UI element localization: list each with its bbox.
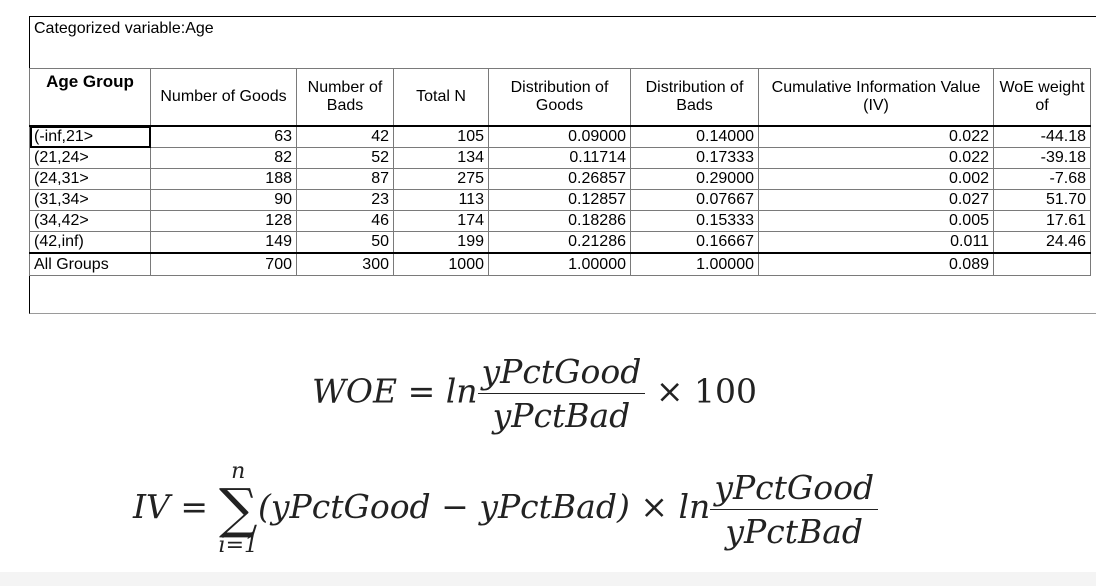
row-label[interactable]: (31,34> [29, 189, 151, 211]
table-cell[interactable]: -44.18 [993, 125, 1091, 148]
row-label[interactable]: (-inf,21> [29, 125, 151, 148]
summation: n ∑ i=1 [219, 460, 258, 558]
table-cell[interactable]: 134 [393, 147, 489, 169]
table-cell[interactable] [993, 252, 1091, 276]
table-cell[interactable]: 113 [393, 189, 489, 211]
woe-table: Age Group Number of Goods Number of Bads… [29, 68, 1091, 276]
woe-factor: 100 [694, 371, 757, 411]
table-cell[interactable]: 188 [150, 168, 297, 190]
table-cell[interactable]: 51.70 [993, 189, 1091, 211]
table-cell[interactable]: 0.089 [758, 252, 994, 276]
table-cell[interactable]: 0.09000 [488, 125, 631, 148]
table-cell[interactable]: 149 [150, 231, 297, 254]
iv-term: (yPctGood − yPctBad) [258, 487, 630, 526]
col-header-number-of-goods[interactable]: Number of Goods [150, 68, 297, 127]
iv-ln: ln [678, 487, 711, 526]
table-cell[interactable]: 23 [296, 189, 394, 211]
table-cell[interactable]: 0.21286 [488, 231, 631, 254]
table-cell[interactable]: 174 [393, 210, 489, 232]
table-cell[interactable]: 42 [296, 125, 394, 148]
table-row: (31,34> 90 23 113 0.12857 0.07667 0.027 … [29, 189, 1091, 211]
table-cell[interactable]: 87 [296, 168, 394, 190]
iv-lhs: IV [133, 487, 170, 526]
iv-numerator: yPctGood [710, 468, 879, 510]
table-cell[interactable]: 105 [393, 125, 489, 148]
row-label[interactable]: (24,31> [29, 168, 151, 190]
table-cell[interactable]: 46 [296, 210, 394, 232]
table-cell[interactable]: 0.29000 [630, 168, 759, 190]
table-row: (42,inf) 149 50 199 0.21286 0.16667 0.01… [29, 231, 1091, 254]
table-cell[interactable]: 82 [150, 147, 297, 169]
table-cell[interactable]: 52 [296, 147, 394, 169]
woe-denominator: yPctBad [492, 396, 631, 435]
col-header-distribution-goods[interactable]: Distribution of Goods [488, 68, 631, 127]
table-cell[interactable]: 17.61 [993, 210, 1091, 232]
woe-ln: ln [445, 371, 478, 411]
table-cell[interactable]: 128 [150, 210, 297, 232]
table-row: (-inf,21> 63 42 105 0.09000 0.14000 0.02… [29, 125, 1091, 148]
row-label[interactable]: (21,24> [29, 147, 151, 169]
table-cell[interactable]: 0.022 [758, 125, 994, 148]
table-cell[interactable]: 199 [393, 231, 489, 254]
table-cell[interactable]: -7.68 [993, 168, 1091, 190]
iv-formula: IV = n ∑ i=1 (yPctGood − yPctBad) × ln yPctG… [133, 460, 879, 558]
table-cell[interactable]: 0.17333 [630, 147, 759, 169]
table-cell[interactable]: 1.00000 [630, 252, 759, 276]
table-cell[interactable]: 0.005 [758, 210, 994, 232]
table-cell[interactable]: 0.11714 [488, 147, 631, 169]
iv-times: × [640, 487, 668, 526]
table-cell[interactable]: 700 [150, 252, 297, 276]
grid-caption: Categorized variable:Age [34, 20, 214, 37]
col-header-age-group[interactable]: Age Group [29, 68, 151, 127]
table-cell[interactable]: 0.011 [758, 231, 994, 254]
table-cell[interactable]: 300 [296, 252, 394, 276]
sum-upper-limit: n [231, 459, 246, 484]
table-cell[interactable]: 90 [150, 189, 297, 211]
table-cell[interactable]: 0.15333 [630, 210, 759, 232]
sum-lower-limit: i=1 [218, 533, 258, 558]
iv-equals: = [180, 487, 209, 526]
table-cell[interactable]: 0.002 [758, 168, 994, 190]
header-row: Age Group Number of Goods Number of Bads… [29, 68, 1091, 127]
col-header-number-of-bads[interactable]: Number of Bads [296, 68, 394, 127]
table-cell[interactable]: 24.46 [993, 231, 1091, 254]
table-cell[interactable]: 1.00000 [488, 252, 631, 276]
table-cell[interactable]: 0.12857 [488, 189, 631, 211]
col-header-cumulative-iv[interactable]: Cumulative Information Value (IV) [758, 68, 994, 127]
iv-fraction: yPctGood yPctBad [710, 468, 879, 551]
col-header-distribution-bads[interactable]: Distribution of Bads [630, 68, 759, 127]
col-header-woe[interactable]: WoE weight of [993, 68, 1091, 127]
table-cell[interactable]: 1000 [393, 252, 489, 276]
woe-times: × [655, 371, 684, 411]
sigma-symbol: ∑ [218, 477, 258, 540]
woe-numerator: yPctGood [477, 352, 646, 394]
col-header-total-n[interactable]: Total N [393, 68, 489, 127]
table-cell[interactable]: 63 [150, 125, 297, 148]
row-label[interactable]: (42,inf) [29, 231, 151, 254]
woe-lhs: WOE [312, 371, 398, 411]
table-cell[interactable]: 50 [296, 231, 394, 254]
table-cell[interactable]: 275 [393, 168, 489, 190]
table-cell[interactable]: 0.26857 [488, 168, 631, 190]
table-cell[interactable]: 0.027 [758, 189, 994, 211]
table-row: (21,24> 82 52 134 0.11714 0.17333 0.022 … [29, 147, 1091, 169]
woe-equals: = [407, 371, 436, 411]
table-row: (24,31> 188 87 275 0.26857 0.29000 0.002… [29, 168, 1091, 190]
woe-fraction: yPctGood yPctBad [477, 352, 646, 435]
table-cell[interactable]: 0.16667 [630, 231, 759, 254]
table-cell[interactable]: 0.07667 [630, 189, 759, 211]
bottom-strip [0, 572, 1096, 586]
table-cell[interactable]: 0.18286 [488, 210, 631, 232]
row-label[interactable]: (34,42> [29, 210, 151, 232]
table-cell[interactable]: 0.022 [758, 147, 994, 169]
table-cell[interactable]: 0.14000 [630, 125, 759, 148]
table-cell[interactable]: -39.18 [993, 147, 1091, 169]
row-label[interactable]: All Groups [29, 252, 151, 276]
total-row: All Groups 700 300 1000 1.00000 1.00000 … [29, 252, 1091, 276]
iv-denominator: yPctBad [725, 511, 864, 551]
table-row: (34,42> 128 46 174 0.18286 0.15333 0.005… [29, 210, 1091, 232]
woe-formula: WOE = ln yPctGood yPctBad × 100 [312, 352, 757, 435]
